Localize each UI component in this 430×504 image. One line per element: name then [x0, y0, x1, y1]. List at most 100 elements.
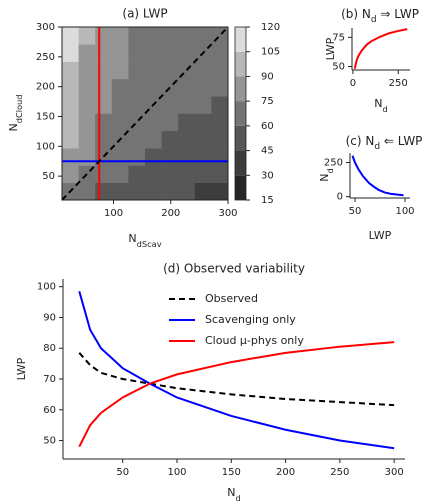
contour-cell: [194, 182, 212, 201]
subscript: d: [325, 168, 335, 173]
contour-cell: [95, 96, 113, 114]
series-line: [78, 352, 395, 407]
contour-cell: [95, 61, 113, 80]
subscript: d: [371, 15, 377, 25]
contour-cell: [95, 165, 113, 183]
contour-cell: [128, 27, 146, 45]
contour-cell: [194, 61, 212, 80]
contour-cell: [211, 182, 229, 201]
contour-cell: [78, 130, 96, 149]
text-part: N: [374, 97, 382, 110]
contour-cell: [62, 165, 79, 183]
contour-cell: [78, 44, 96, 62]
text-part: N: [318, 174, 331, 182]
contour-cell: [78, 78, 96, 97]
text-part: ⇒ LWP: [377, 7, 419, 21]
contour-cell: [161, 27, 179, 45]
contour-cell: [178, 148, 196, 166]
contour-cell: [111, 61, 129, 80]
contour-cell: [62, 96, 79, 114]
contour-cell: [128, 96, 146, 114]
contour-cell: [95, 182, 113, 201]
colorbar-band: [235, 76, 246, 102]
contour-cell: [128, 182, 146, 201]
contour-cell: [111, 113, 129, 132]
y-tick-label: 100: [36, 141, 55, 152]
contour-cell: [211, 165, 229, 183]
y-tick-label: 300: [36, 22, 55, 33]
y-tick-label: 80: [43, 343, 56, 354]
y-tick-label: 70: [43, 374, 56, 385]
contour-cell: [194, 78, 212, 97]
colorbar-tick-label: 45: [261, 146, 274, 157]
x-axis-label: Nd: [227, 486, 240, 503]
contour-cell: [111, 182, 129, 201]
contour-cell: [211, 130, 229, 149]
chart-title: (d) Observed variability: [163, 262, 305, 276]
contour-cell: [111, 44, 129, 62]
colorbar-band: [235, 51, 246, 77]
contour-cell: [211, 78, 229, 97]
x-tick-label: 300: [218, 208, 237, 219]
contour-cell: [78, 27, 96, 45]
contour-cell: [111, 96, 129, 114]
contour-cell: [178, 27, 196, 45]
x-axis-label: NdScav: [128, 232, 161, 249]
y-tick-label: 50: [42, 171, 55, 182]
y-tick-label: 60: [43, 405, 56, 416]
contour-cell: [128, 113, 146, 132]
subscript: d: [235, 493, 240, 503]
chart-title: (b) Nd ⇒ LWP: [341, 7, 419, 25]
contour-cell: [95, 27, 113, 45]
contour-cell: [95, 130, 113, 149]
x-tick-label: 50: [349, 206, 362, 217]
x-axis-label: LWP: [369, 229, 392, 242]
contour-cell: [145, 27, 162, 45]
y-tick-label: 0: [337, 192, 343, 203]
y-axis-label: Nd: [318, 168, 335, 181]
contour-cell: [145, 165, 162, 183]
contour-cell: [211, 61, 229, 80]
contour-cell: [62, 148, 79, 166]
y-tick-label: 75: [332, 32, 345, 43]
series-line: [351, 155, 404, 197]
chart-title: (a) LWP: [122, 7, 167, 21]
subscript: dCloud: [14, 94, 24, 123]
colorbar-tick-label: 30: [261, 170, 274, 181]
x-axis-label: Nd: [374, 97, 387, 114]
chart-title: (c) Nd ⇐ LWP: [346, 134, 423, 152]
contour-cell: [78, 182, 96, 201]
x-tick-label: 50: [116, 467, 129, 478]
contour-cell: [128, 130, 146, 149]
contour-cell: [178, 182, 196, 201]
contour-cell: [145, 61, 162, 80]
colorbar-band: [235, 101, 246, 126]
x-tick-label: 250: [389, 78, 408, 89]
text-part: (c) N: [346, 134, 375, 148]
y-tick-label: 100: [37, 282, 56, 293]
colorbar-band: [235, 150, 246, 176]
contour-cell: [161, 113, 179, 132]
colorbar-band: [235, 27, 246, 52]
contour-cell: [111, 165, 129, 183]
contour-cell: [128, 165, 146, 183]
contour-cell: [161, 165, 179, 183]
text-part: N: [227, 486, 235, 499]
contour-cell: [178, 165, 196, 183]
contour-cell: [194, 165, 212, 183]
contour-cell: [62, 130, 79, 149]
contour-cell: [111, 78, 129, 97]
contour-cell: [194, 148, 212, 166]
contour-cell: [95, 44, 113, 62]
subscript: dScav: [137, 239, 162, 249]
contour-cell: [161, 130, 179, 149]
contour-cell: [78, 61, 96, 80]
contour-cell: [211, 148, 229, 166]
contour-cell: [145, 148, 162, 166]
x-tick-label: 100: [104, 208, 123, 219]
colorbar-tick-label: 90: [261, 71, 274, 82]
subscript: d: [382, 104, 387, 114]
contour-cell: [145, 78, 162, 97]
contour-cell: [95, 113, 113, 132]
